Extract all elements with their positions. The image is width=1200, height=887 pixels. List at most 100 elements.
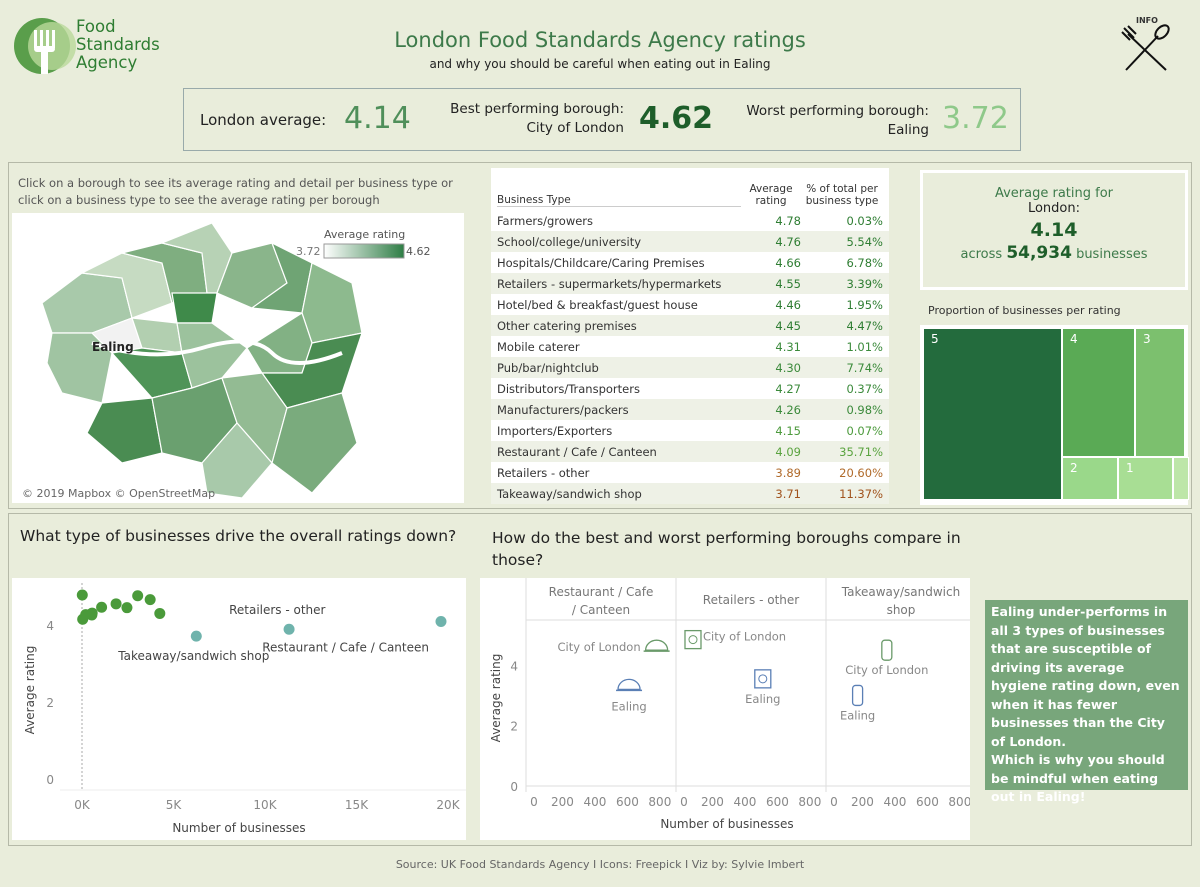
borough-shape [171,292,218,324]
business-type[interactable]: Takeaway/sandwich shop [497,486,642,501]
table-row[interactable]: Manufacturers/packers 4.26 0.98% [491,399,889,420]
x-tick-label: 800 [948,795,970,809]
table-row[interactable]: Other catering premises 4.45 4.47% [491,315,889,336]
page-subtitle: and why you should be careful when eatin… [429,57,771,71]
cloche-icon[interactable] [616,678,643,692]
panel-title: Takeaway/sandwich [841,585,960,599]
analysis-panel [8,513,1192,846]
wrap-icon[interactable] [851,684,864,707]
scatter-point[interactable] [283,623,295,635]
shop-bag-icon[interactable] [754,669,772,689]
summary-line: Average rating for [994,186,1114,201]
treemap-cell-4[interactable]: 4 [1062,328,1135,457]
summary-place: London: [1027,201,1081,216]
wrap-icon[interactable] [881,639,893,661]
map-svg[interactable]: Ealing Average rating 3.72 4.62 © 2019 M… [12,213,464,503]
pct-total: 1.95% [846,297,883,312]
map-credit: © 2019 Mapbox © OpenStreetMap [22,487,215,500]
legend-title: Average rating [324,228,405,241]
scatter-point[interactable] [435,616,447,628]
pct-total: 11.37% [839,486,883,501]
business-type[interactable]: Pub/bar/nightclub [497,360,599,375]
col-pct-total: % of total per business type [805,183,879,207]
business-type[interactable]: Retailers - supermarkets/hypermarkets [497,276,722,291]
london-average-value: 4.14 [344,101,411,136]
table-row[interactable]: Retailers - other 3.89 20.60% [491,462,889,483]
point-label: City of London [703,630,786,644]
table-row[interactable]: Importers/Exporters 4.15 0.07% [491,420,889,441]
kpi-bar: London average: 4.14 Best performing bor… [183,88,1021,151]
summary-value: 4.14 [1030,219,1078,241]
pct-total: 0.07% [846,423,883,438]
scatter-point[interactable] [96,601,108,613]
x-tick-label: 400 [583,795,606,809]
average-rating: 4.76 [775,234,801,249]
pct-total: 35.71% [839,444,883,459]
table-row[interactable]: Mobile caterer 4.31 1.01% [491,336,889,357]
fsa-logo: Food Standards Agency [14,18,174,76]
x-tick-label: 800 [798,795,821,809]
business-type[interactable]: Manufacturers/packers [497,402,629,417]
table-row[interactable]: School/college/university 4.76 5.54% [491,231,889,252]
business-type[interactable]: Hospitals/Childcare/Caring Premises [497,255,705,270]
average-rating: 4.26 [775,402,801,417]
overview-panel [8,162,1192,509]
best-borough-name: City of London [526,120,624,136]
average-rating: 4.27 [775,381,801,396]
treemap-cell-3[interactable]: 3 [1135,328,1185,457]
scatter-point[interactable] [110,598,122,610]
average-rating: 4.31 [775,339,801,354]
treemap-cell-2[interactable]: 2 [1062,457,1118,500]
treemap-cell-5[interactable]: 5 [923,328,1062,500]
table-row[interactable]: Restaurant / Cafe / Canteen 4.09 35.71% [491,441,889,462]
pct-total: 20.60% [839,465,883,480]
business-type[interactable]: Importers/Exporters [497,423,613,438]
table-row[interactable]: Pub/bar/nightclub 4.30 7.74% [491,357,889,378]
london-borough-map[interactable]: Ealing Average rating 3.72 4.62 © 2019 M… [12,213,464,503]
point-label: Ealing [840,708,875,722]
x-tick-label: 0 [530,795,538,809]
average-rating: 3.71 [775,486,801,501]
table-row[interactable]: Hotel/bed & breakfast/guest house 4.46 1.9… [491,294,889,315]
scatter-point[interactable] [190,630,202,642]
business-type[interactable]: Retailers - other [497,465,590,480]
borough-comparison-chart[interactable]: 0 2 4 Average rating Number of businesses Res… [480,578,971,840]
x-tick-label: 600 [616,795,639,809]
scatter-point[interactable] [154,607,166,619]
rating-treemap[interactable]: 5 4 3 2 1 [920,325,1189,505]
table-row[interactable]: Retailers - supermarkets/hypermarkets 4.5… [491,273,889,294]
scatter-point[interactable] [77,613,89,625]
scatter-point[interactable] [144,594,156,606]
pct-total: 0.37% [846,381,883,396]
business-type[interactable]: Other catering premises [497,318,637,333]
shop-bag-icon[interactable] [684,629,702,650]
treemap-cell-other[interactable] [1173,457,1189,500]
info-button[interactable]: INFO [1118,16,1176,74]
borough-shape [301,262,363,344]
cloche-icon[interactable] [643,639,670,652]
table-row[interactable]: Farmers/growers 4.78 0.03% [491,210,889,231]
average-rating: 4.15 [775,423,801,438]
business-type[interactable]: Farmers/growers [497,213,594,228]
fork-spoon-icon [1121,24,1170,71]
scatter-point[interactable] [132,590,144,602]
table-row[interactable]: Hospitals/Childcare/Caring Premises 4.66 6… [491,252,889,273]
table-row[interactable]: Distributors/Transporters 4.27 0.37% [491,378,889,399]
business-type[interactable]: Mobile caterer [497,339,580,354]
business-type[interactable]: Hotel/bed & breakfast/guest house [497,297,698,312]
treemap-cell-1[interactable]: 1 [1118,457,1173,500]
business-type[interactable]: School/college/university [497,234,642,249]
business-type[interactable]: Distributors/Transporters [497,381,640,396]
pct-total: 3.39% [846,276,883,291]
treemap-title: Proportion of businesses per rating [928,304,1121,317]
business-type[interactable]: Restaurant / Cafe / Canteen [497,444,657,459]
y-axis-title: Average rating [23,646,37,735]
table-row[interactable]: Takeaway/sandwich shop 3.71 11.37% [491,483,889,504]
business-scatter-chart[interactable]: 0K 5K 10K 15K 20K 0 2 4 Number of businesses Aver… [12,578,466,840]
best-borough-value: 4.62 [639,101,714,136]
scatter-point[interactable] [121,602,133,614]
x-tick-label: 0 [680,795,688,809]
y-tick-label: 0 [46,773,54,787]
scatter-point[interactable] [86,609,98,621]
scatter-point[interactable] [76,589,88,601]
